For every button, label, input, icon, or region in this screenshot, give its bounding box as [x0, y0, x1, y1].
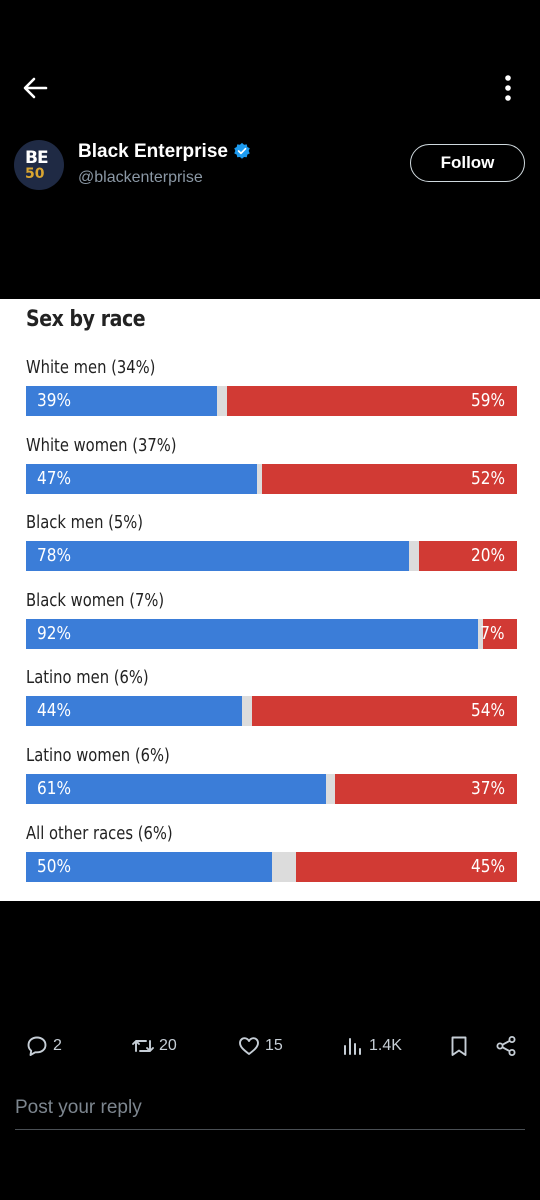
reply-button[interactable]: 2 [25, 1030, 62, 1062]
row-label: Black women (7%) [26, 589, 165, 611]
value-label-blue: 78% [37, 545, 72, 567]
value-label-blue: 92% [37, 622, 72, 644]
value-label-red: 7% [480, 622, 505, 644]
bar-track: 44% 54% [26, 696, 517, 727]
bookmark-icon [451, 1036, 467, 1056]
author-name-text: Black Enterprise [78, 141, 228, 162]
repost-icon [132, 1040, 154, 1052]
value-label-red: 59% [470, 390, 505, 411]
author-name[interactable]: Black Enterprise [78, 141, 251, 163]
chart-image[interactable]: Sex by race White men (34%) 39% 59% White w… [0, 299, 540, 901]
chart-row: Black men (5%) 78% 20% [0, 512, 540, 590]
more-vertical-icon [505, 75, 511, 101]
bar-red [296, 851, 517, 882]
row-label: Black men (5%) [26, 512, 144, 534]
chart-row: White women (37%) 47% 52% [0, 435, 540, 513]
avatar-logo-text: BE [25, 148, 49, 168]
follow-button[interactable]: Follow [410, 144, 525, 182]
chart-row: Latino men (6%) 44% 54% [0, 667, 540, 745]
bar-blue [26, 851, 272, 882]
bar-red [418, 541, 517, 572]
chart-title: Sex by race [26, 307, 146, 332]
bar-track: 78% 20% [26, 541, 517, 572]
repost-count: 20 [159, 1037, 177, 1054]
views-chart-icon [344, 1038, 361, 1055]
bar-track: 92% 7% [26, 618, 517, 649]
bar-track: 47% 52% [26, 463, 517, 494]
more-options-button[interactable] [494, 72, 522, 104]
verified-badge-icon [234, 142, 250, 159]
chart-row: Latino women (6%) 61% 37% [0, 745, 540, 823]
row-label: Latino men (6%) [26, 667, 149, 689]
reply-composer [15, 1090, 525, 1130]
value-label-red: 54% [470, 700, 505, 722]
reply-count: 2 [53, 1037, 62, 1054]
value-label-red: 52% [470, 467, 505, 489]
chart-row: White men (34%) 39% 59% [0, 357, 540, 435]
bar-blue [26, 696, 243, 727]
comment-icon [27, 1036, 47, 1056]
repost-button[interactable]: 20 [131, 1030, 177, 1062]
bar-blue [26, 541, 409, 572]
bar-track: 39% 59% [26, 386, 517, 416]
value-label-blue: 50% [37, 855, 72, 877]
row-label: White women (37%) [26, 434, 177, 456]
row-label: All other races (6%) [26, 822, 173, 844]
bar-blue [26, 618, 478, 649]
views-button[interactable]: 1.4K [341, 1030, 402, 1062]
like-button[interactable]: 15 [237, 1030, 283, 1062]
value-label-blue: 47% [37, 467, 72, 489]
value-label-red: 45% [470, 855, 505, 877]
chart-row: Black women (7%) 92% 7% [0, 590, 540, 668]
top-bar [0, 60, 540, 116]
share-button[interactable] [494, 1030, 518, 1062]
value-label-blue: 39% [37, 390, 72, 411]
bar-red [251, 696, 517, 727]
views-count: 1.4K [369, 1037, 402, 1054]
bookmark-button[interactable] [447, 1030, 471, 1062]
value-label-blue: 61% [37, 778, 72, 799]
bar-red [227, 386, 517, 416]
heart-icon [239, 1037, 259, 1055]
post-author: BE 50 Black Enterprise @blackenterprise … [0, 136, 540, 200]
avatar[interactable]: BE 50 [14, 140, 64, 190]
bar-blue [26, 774, 326, 804]
bar-blue [26, 463, 257, 494]
back-button[interactable] [18, 72, 54, 104]
bar-blue [26, 386, 218, 416]
bar-red [335, 774, 517, 804]
value-label-red: 37% [470, 778, 505, 799]
value-label-red: 20% [470, 545, 505, 567]
like-count: 15 [265, 1037, 283, 1054]
post-actions: 2 20 15 1.4K [0, 1030, 540, 1064]
avatar-logo-number: 50 [25, 166, 45, 182]
reply-input[interactable] [15, 1090, 525, 1126]
bar-red [261, 463, 517, 494]
bar-track: 61% 37% [26, 774, 517, 804]
chart-row: All other races (6%) 50% 45% [0, 823, 540, 901]
value-label-blue: 44% [37, 700, 72, 722]
bar-red [482, 618, 517, 649]
bar-track: 50% 45% [26, 851, 517, 882]
author-handle[interactable]: @blackenterprise [78, 169, 203, 186]
row-label: White men (34%) [26, 357, 156, 378]
row-label: Latino women (6%) [26, 745, 170, 766]
share-icon [496, 1036, 516, 1056]
back-arrow-icon [23, 77, 48, 99]
